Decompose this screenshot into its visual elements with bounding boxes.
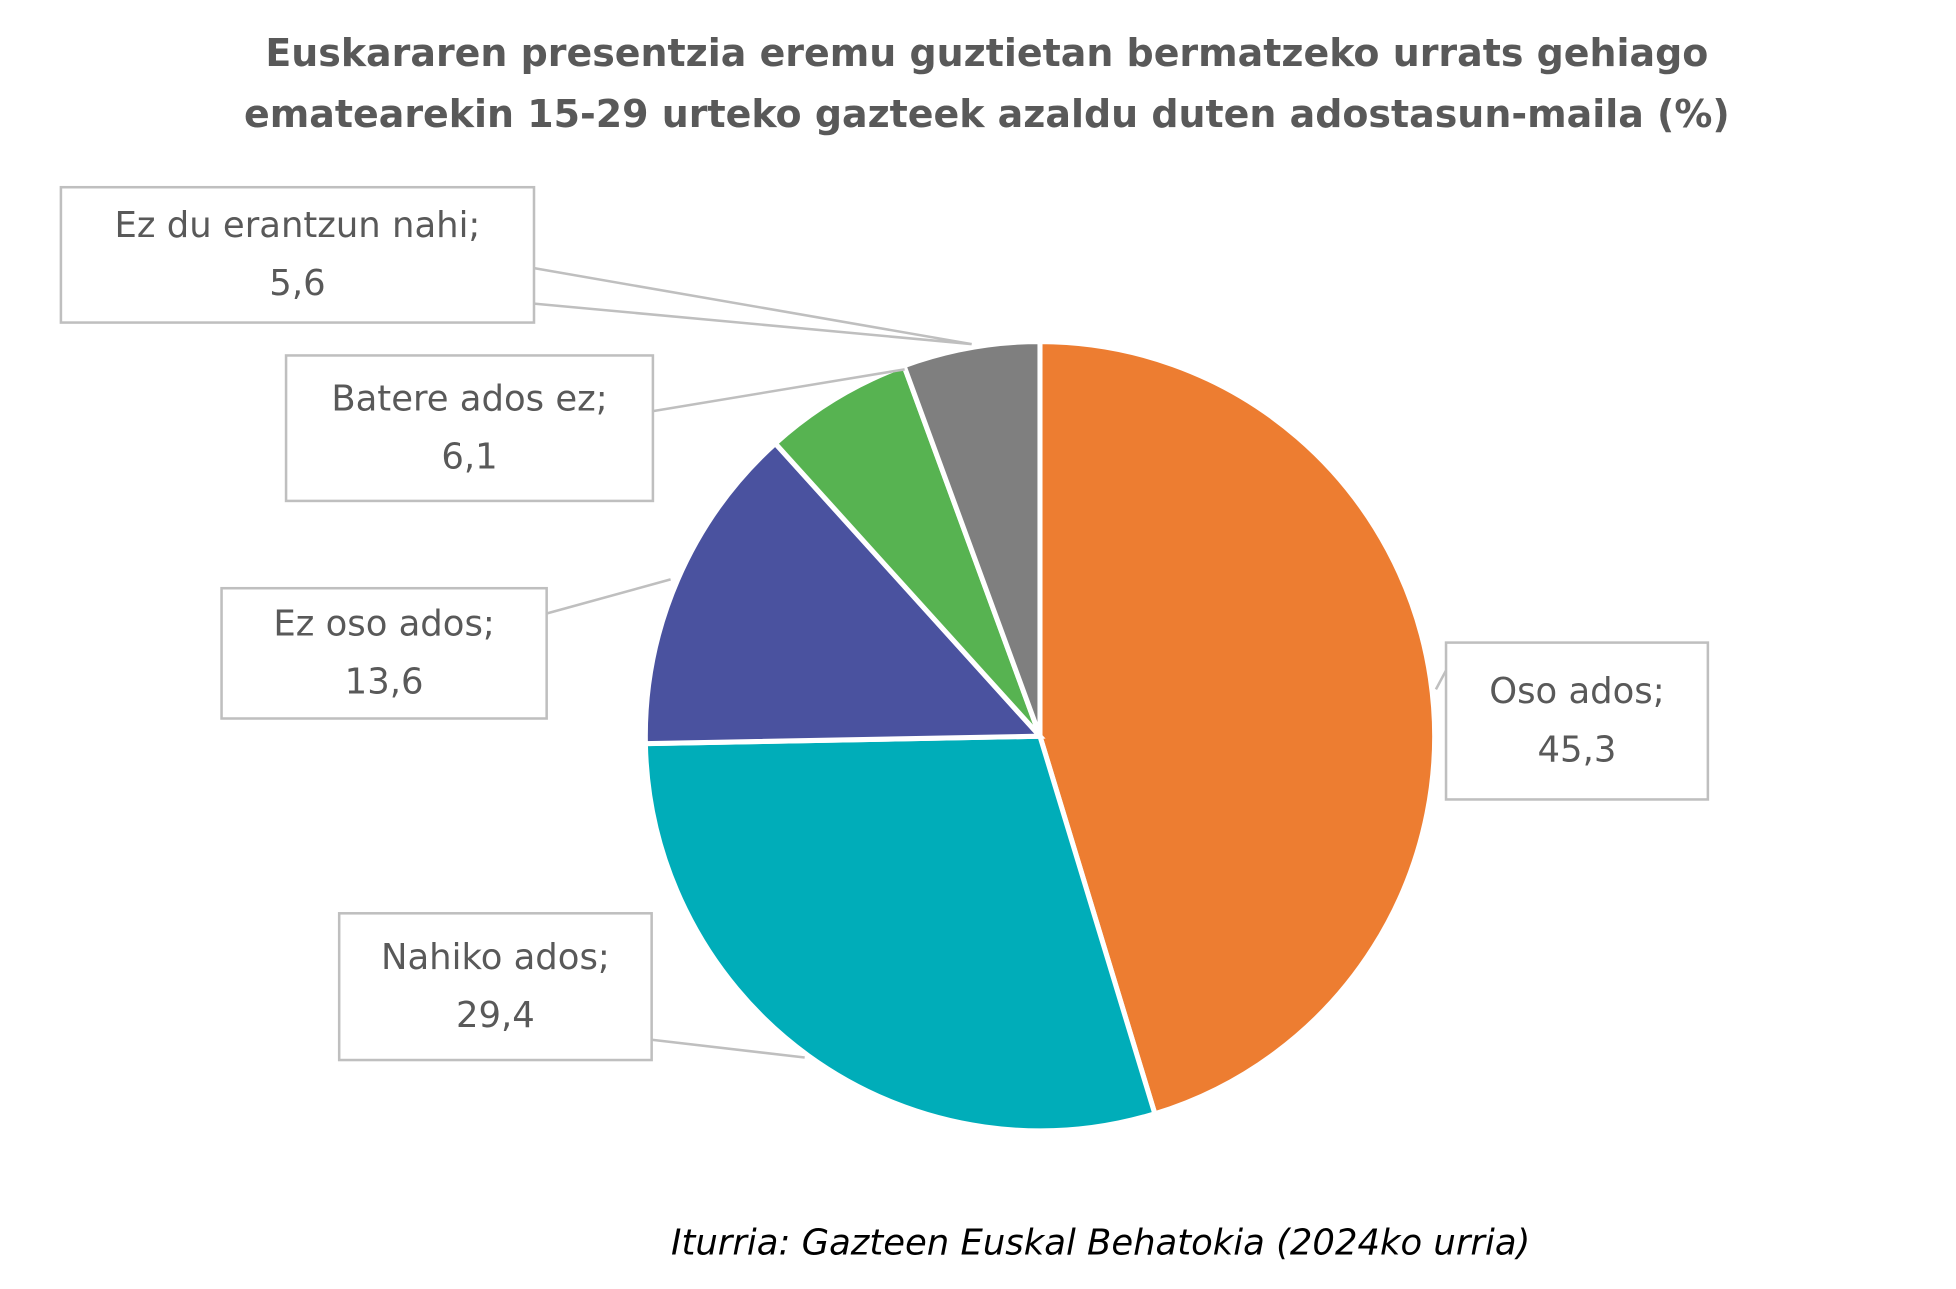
slice-label: Nahiko ados; bbox=[381, 937, 610, 978]
chart-title: ematearekin 15-29 urteko gazteek azaldu … bbox=[244, 92, 1730, 136]
pie-slice bbox=[1037, 339, 1438, 1117]
pie-slice bbox=[900, 339, 1043, 738]
label-box bbox=[220, 586, 548, 720]
slice-value: 13,6 bbox=[345, 662, 424, 703]
slice-label: Ez du erantzun nahi; bbox=[115, 205, 481, 246]
label-box bbox=[337, 912, 653, 1062]
source-note: Iturria: Gazteen Euskal Behatokia (2024k… bbox=[671, 1223, 1530, 1264]
leader-line bbox=[533, 266, 972, 346]
chart-title: Euskararen presentzia eremu guztietan be… bbox=[265, 31, 1708, 75]
slice-value: 5,6 bbox=[269, 263, 325, 304]
leader-line bbox=[651, 1038, 805, 1059]
leader-line bbox=[1434, 669, 1448, 691]
pie-slice bbox=[642, 733, 1159, 1134]
slice-value: 6,1 bbox=[441, 437, 497, 478]
slice-value: 45,3 bbox=[1538, 729, 1617, 770]
slice-label: Oso ados; bbox=[1489, 671, 1664, 712]
pie-slice bbox=[642, 439, 1046, 747]
label-box bbox=[59, 185, 536, 324]
leader-line bbox=[546, 578, 671, 615]
slice-label: Ez oso ados; bbox=[273, 604, 494, 645]
slice-label: Batere ados ez; bbox=[331, 378, 607, 419]
leader-line bbox=[652, 368, 905, 413]
pie-slice bbox=[771, 362, 1043, 738]
label-box bbox=[284, 354, 655, 503]
label-box bbox=[1444, 641, 1710, 801]
slice-value: 29,4 bbox=[456, 995, 535, 1036]
